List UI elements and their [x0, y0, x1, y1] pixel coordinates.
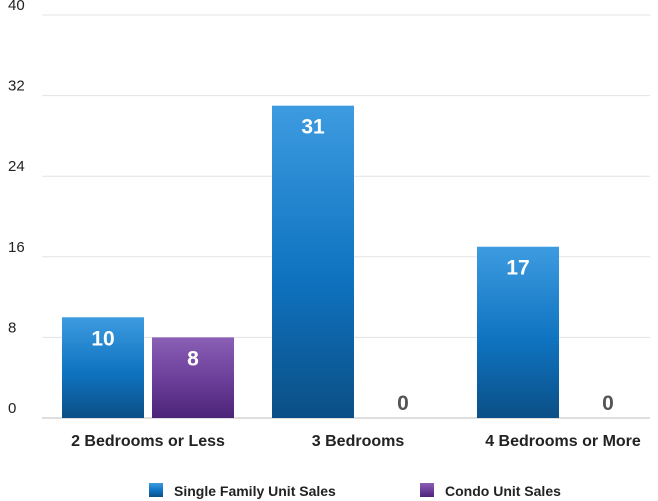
- y-tick-label: 8: [8, 319, 16, 336]
- bar-value-label: 17: [506, 257, 529, 280]
- bar: [62, 317, 144, 418]
- legend-swatch: [420, 483, 434, 497]
- y-tick-label: 32: [8, 78, 25, 95]
- y-tick-label: 40: [8, 0, 25, 14]
- legend-swatch: [149, 483, 163, 497]
- bar-value-label: 0: [397, 392, 409, 415]
- data-labels: 10 8 31 0 17 0: [91, 116, 614, 415]
- bar-value-label: 8: [187, 347, 199, 370]
- legend-label: Condo Unit Sales: [445, 483, 561, 499]
- x-axis-category-labels: 2 Bedrooms or Less 3 Bedrooms 4 Bedrooms o…: [71, 433, 641, 450]
- bars: [62, 105, 559, 419]
- bar-value-label: 0: [602, 392, 614, 415]
- legend: Single Family Unit Sales Condo Unit Sales: [149, 483, 561, 499]
- bar: [152, 337, 234, 418]
- y-axis-tick-labels: 0 8 16 24 32 40: [8, 0, 25, 417]
- y-tick-label: 16: [8, 239, 25, 256]
- bar: [477, 246, 559, 418]
- y-tick-label: 0: [8, 400, 16, 417]
- category-label: 3 Bedrooms: [312, 433, 405, 450]
- category-label: 2 Bedrooms or Less: [71, 433, 225, 450]
- bar: [272, 105, 354, 419]
- category-label: 4 Bedrooms or More: [485, 433, 641, 450]
- bar-value-label: 31: [301, 116, 325, 139]
- y-tick-label: 24: [8, 158, 25, 175]
- bar-value-label: 10: [91, 327, 114, 350]
- legend-label: Single Family Unit Sales: [174, 483, 336, 499]
